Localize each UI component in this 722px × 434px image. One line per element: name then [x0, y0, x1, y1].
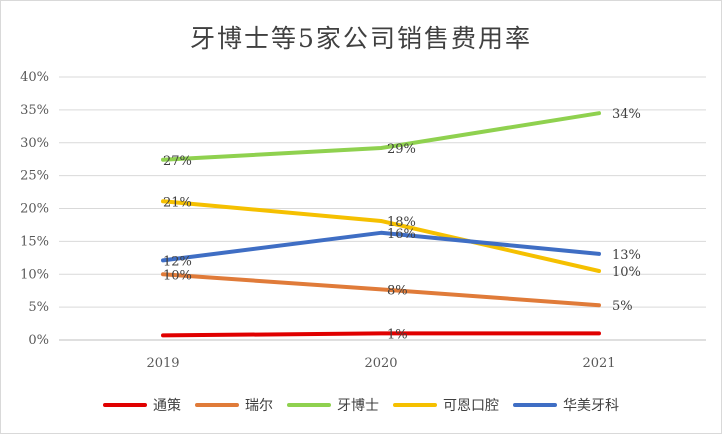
legend-label: 瑞尔 — [245, 398, 273, 414]
gridlines — [59, 76, 706, 341]
legend-item: 通策 — [103, 395, 181, 415]
y-tick-label: 5% — [28, 300, 49, 315]
data-label: 18% — [387, 215, 416, 230]
y-tick-label: 30% — [20, 136, 49, 151]
data-label: 5% — [612, 299, 633, 314]
y-tick-label: 10% — [20, 267, 49, 282]
legend-label: 可恩口腔 — [443, 398, 499, 414]
data-label: 8% — [387, 283, 408, 298]
data-label: 21% — [163, 195, 192, 210]
series-line-瑞尔 — [161, 272, 601, 308]
data-label: 13% — [612, 248, 641, 263]
legend-item: 牙博士 — [287, 395, 379, 415]
series-line-通策 — [161, 331, 601, 338]
y-tick-label: 40% — [20, 70, 49, 85]
legend-item: 瑞尔 — [195, 395, 273, 415]
legend-swatch — [513, 403, 557, 407]
data-label: 10% — [612, 265, 641, 280]
x-tick-label: 2020 — [364, 356, 397, 371]
legend-label: 华美牙科 — [563, 398, 619, 414]
y-tick-label: 0% — [28, 333, 49, 348]
series-lines — [161, 111, 601, 338]
legend-swatch — [287, 403, 331, 407]
data-labels: 1%10%8%5%27%29%34%21%18%10%12%16%13% — [163, 107, 641, 342]
legend-item: 可恩口腔 — [393, 395, 499, 415]
y-tick-label: 35% — [20, 103, 49, 118]
data-label: 16% — [387, 227, 416, 242]
data-label: 10% — [163, 268, 192, 283]
legend-swatch — [393, 403, 437, 407]
legend-item: 华美牙科 — [513, 395, 619, 415]
legend: 通策 瑞尔 牙博士 可恩口腔 华美牙科 — [1, 395, 721, 415]
y-axis-ticks: 0% 5% 10% 15% 20% 25% 30% 35% 40% — [20, 70, 49, 348]
series-line-华美牙科 — [161, 230, 601, 263]
chart-title: 牙博士等5家公司销售费用率 — [190, 24, 532, 53]
data-label: 29% — [387, 142, 416, 157]
legend-label: 牙博士 — [337, 398, 379, 414]
series-line-牙博士 — [161, 111, 601, 162]
series-line-可恩口腔 — [161, 199, 601, 273]
y-tick-label: 20% — [20, 202, 49, 217]
data-label: 1% — [387, 327, 408, 342]
x-tick-label: 2021 — [582, 356, 615, 371]
data-label: 12% — [163, 254, 192, 269]
x-tick-label: 2019 — [146, 356, 179, 371]
x-axis-ticks: 2019 2020 2021 — [146, 356, 615, 371]
legend-swatch — [195, 403, 239, 407]
legend-label: 通策 — [153, 398, 181, 414]
y-tick-label: 15% — [20, 234, 49, 249]
y-tick-label: 25% — [20, 169, 49, 184]
legend-swatch — [103, 403, 147, 407]
data-label: 27% — [163, 154, 192, 169]
data-label: 34% — [612, 107, 641, 122]
